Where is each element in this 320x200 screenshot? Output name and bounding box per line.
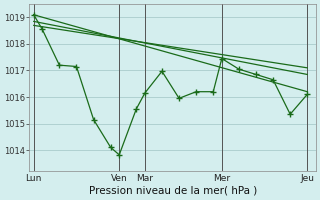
- X-axis label: Pression niveau de la mer( hPa ): Pression niveau de la mer( hPa ): [89, 186, 257, 196]
